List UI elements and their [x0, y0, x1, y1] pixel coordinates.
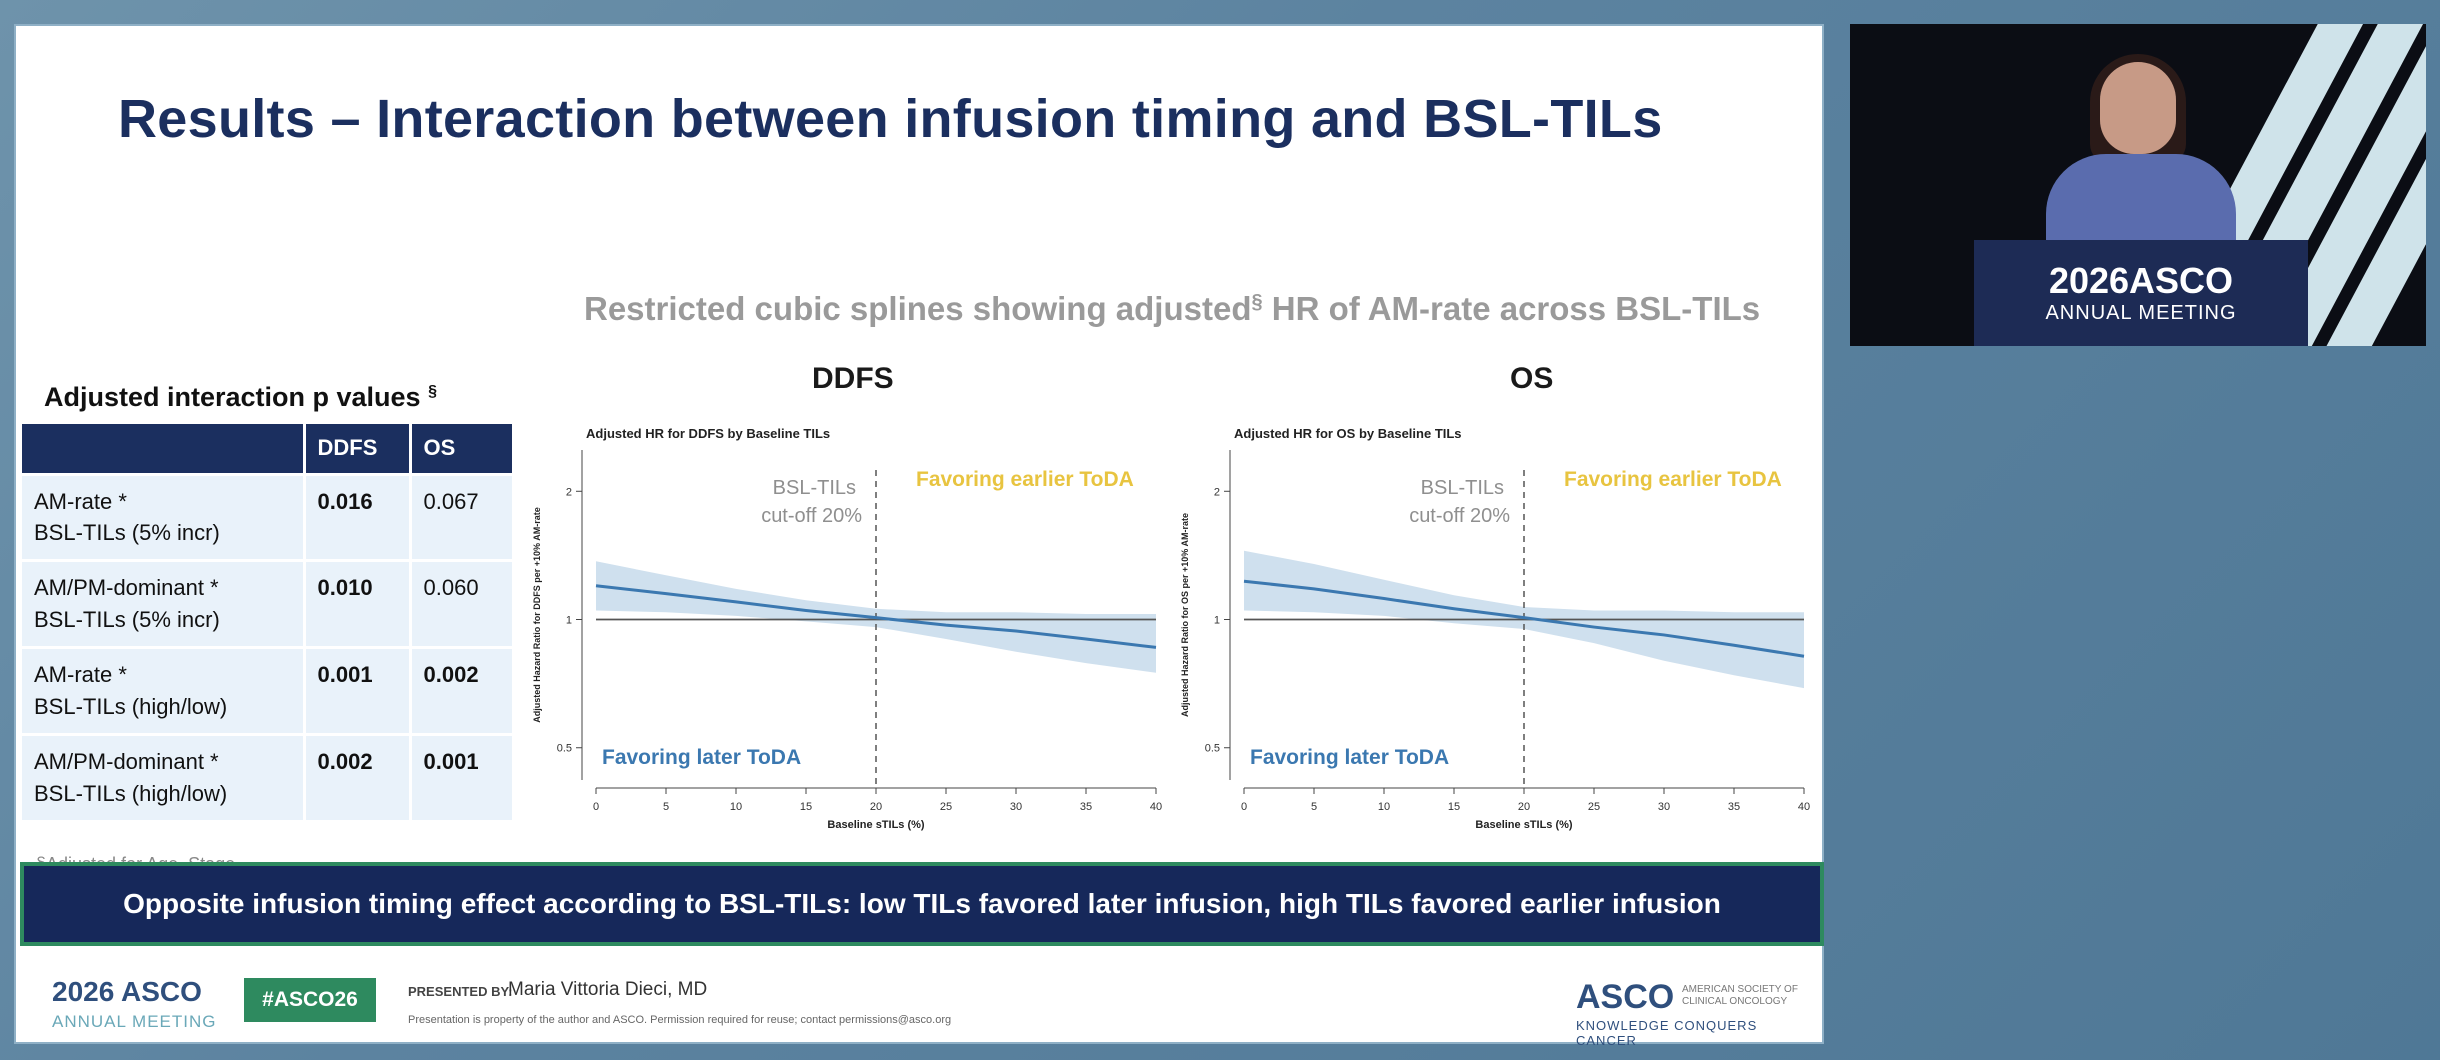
subtitle-text: Restricted cubic splines showing adjuste…	[584, 290, 1252, 327]
row-label-line: BSL-TILs (5% incr)	[34, 607, 220, 633]
ddfs-p-value: 0.002	[304, 732, 412, 820]
table-row: AM/PM-dominant * BSL-TILs (5% incr) 0.010 0…	[22, 559, 512, 648]
chart-heading-os: OS	[1510, 362, 1554, 395]
ddfs-p-value: 0.010	[304, 559, 412, 648]
table-body: AM-rate * BSL-TILs (5% incr) 0.016 0.067 AM/…	[22, 472, 512, 820]
row-label: AM-rate * BSL-TILs (5% incr)	[22, 472, 306, 561]
y-axis-label: Adjusted Hazard Ratio for OS per +10% AM…	[1180, 513, 1190, 717]
x-tick-label: 40	[1798, 801, 1810, 813]
asco-tagline: KNOWLEDGE CONQUERS CANCER	[1576, 1018, 1758, 1048]
hashtag-badge: #ASCO26	[244, 978, 376, 1022]
x-axis-label: Baseline sTILs (%)	[1475, 819, 1573, 831]
table-header-row: DDFS OS	[22, 424, 512, 474]
x-tick-label: 0	[593, 801, 599, 813]
favoring-later-label: Favoring later ToDA	[1250, 746, 1449, 769]
x-tick-label: 35	[1728, 801, 1740, 813]
x-tick-label: 10	[1378, 801, 1390, 813]
x-tick-label: 30	[1658, 801, 1670, 813]
hr-spline-line	[595, 584, 1157, 649]
os-p-value: 0.067	[410, 472, 512, 561]
row-label: AM/PM-dominant * BSL-TILs (5% incr)	[22, 559, 306, 648]
presenter-name: Maria Vittoria Dieci, MD	[508, 979, 708, 1000]
table-row: AM-rate * BSL-TILs (5% incr) 0.016 0.067	[22, 472, 512, 561]
y-tick-label: 0.5	[557, 743, 572, 755]
ddfs-p-value: 0.001	[304, 646, 412, 735]
x-tick-label: 30	[1010, 801, 1022, 813]
x-tick-label: 5	[663, 801, 669, 813]
row-label-line: BSL-TILs (high/low)	[34, 780, 228, 806]
x-tick-label: 40	[1150, 801, 1162, 813]
header-os: OS	[410, 424, 512, 474]
cutoff-label-line: BSL-TILs	[773, 477, 856, 499]
presentation-slide: Results – Interaction between infusion t…	[14, 24, 1824, 1048]
os-p-value: 0.001	[410, 732, 512, 820]
x-tick-label: 20	[870, 801, 882, 813]
y-tick-label: 2	[1214, 486, 1220, 498]
favoring-later-label: Favoring later ToDA	[602, 746, 801, 769]
favoring-earlier-label: Favoring earlier ToDA	[1564, 468, 1782, 491]
podium-sub: ANNUAL MEETING	[2045, 302, 2237, 324]
x-tick-label: 0	[1241, 801, 1247, 813]
chart-title: Adjusted HR for DDFS by Baseline TILs	[586, 426, 830, 441]
row-label: AM/PM-dominant * BSL-TILs (high/low)	[22, 732, 306, 820]
row-label-line: AM/PM-dominant *	[34, 748, 219, 774]
footer-asco-sub: ANNUAL MEETING	[52, 1012, 217, 1031]
y-tick-label: 1	[566, 615, 572, 627]
conclusion-banner: Opposite infusion timing effect accordin…	[20, 862, 1824, 946]
x-tick-label: 35	[1080, 801, 1092, 813]
table-title: Adjusted interaction p values §	[44, 382, 437, 413]
speaker-video-panel: 2026ASCO ANNUAL MEETING	[1850, 24, 2426, 346]
x-axis-label: Baseline sTILs (%)	[827, 819, 925, 831]
subtitle-footnote-mark: §	[1251, 291, 1263, 313]
x-tick-label: 15	[800, 801, 812, 813]
row-label-line: AM/PM-dominant *	[34, 575, 219, 601]
header-ddfs: DDFS	[304, 424, 412, 474]
table-row: AM/PM-dominant * BSL-TILs (high/low) 0.002…	[22, 732, 512, 820]
chart-title: Adjusted HR for OS by Baseline TILs	[1234, 426, 1462, 441]
x-tick-label: 10	[730, 801, 742, 813]
speaker-head	[2100, 62, 2176, 154]
header-label	[22, 424, 306, 474]
chart-subtitle: Restricted cubic splines showing adjuste…	[584, 290, 1760, 328]
podium-year: 2026ASCO	[2048, 260, 2234, 301]
cutoff-label-line: BSL-TILs	[1421, 477, 1504, 499]
os-p-value: 0.060	[410, 559, 512, 648]
presented-by-label: PRESENTED BY:	[408, 984, 513, 999]
x-tick-label: 5	[1311, 801, 1317, 813]
footer-asco-year: 2026 ASCO	[52, 976, 202, 1007]
interaction-p-value-table: DDFS OS AM-rate * BSL-TILs (5% incr) 0.016…	[22, 424, 512, 820]
asco-logo-side-text: AMERICAN SOCIETY OF CLINICAL ONCOLOGY	[1682, 984, 1798, 1007]
x-tick-label: 25	[1588, 801, 1600, 813]
y-tick-label: 2	[566, 486, 572, 498]
y-tick-label: 0.5	[1205, 743, 1220, 755]
x-tick-label: 20	[1518, 801, 1530, 813]
favoring-earlier-label: Favoring earlier ToDA	[916, 468, 1134, 491]
hr-spline-line	[1243, 579, 1805, 658]
x-tick-label: 15	[1448, 801, 1460, 813]
slide-title: Results – Interaction between infusion t…	[118, 89, 1663, 149]
table-row: AM-rate * BSL-TILs (high/low) 0.001 0.002	[22, 646, 512, 735]
asco-logo: ASCO	[1576, 978, 1675, 1016]
row-label: AM-rate * BSL-TILs (high/low)	[22, 646, 306, 735]
y-tick-label: 1	[1214, 615, 1220, 627]
row-label-line: AM-rate *	[34, 662, 127, 688]
ddfs-p-value: 0.016	[304, 472, 412, 561]
cutoff-label-line: cut-off 20%	[1409, 505, 1510, 527]
chart-heading-ddfs: DDFS	[812, 362, 894, 395]
subtitle-tail: HR of AM-rate across BSL-TILs	[1262, 290, 1761, 327]
podium: 2026ASCO ANNUAL MEETING	[1974, 240, 2308, 346]
y-axis-label: Adjusted Hazard Ratio for DDFS per +10% …	[532, 507, 542, 722]
cutoff-label-line: cut-off 20%	[761, 505, 862, 527]
table-title-text: Adjusted interaction p values	[44, 382, 421, 412]
x-tick-label: 25	[940, 801, 952, 813]
copyright-notice: Presentation is property of the author a…	[408, 1014, 952, 1026]
row-label-line: AM-rate *	[34, 488, 127, 514]
row-label-line: BSL-TILs (high/low)	[34, 693, 228, 719]
table-title-mark: §	[428, 383, 437, 400]
os-p-value: 0.002	[410, 646, 512, 735]
row-label-line: BSL-TILs (5% incr)	[34, 520, 220, 546]
